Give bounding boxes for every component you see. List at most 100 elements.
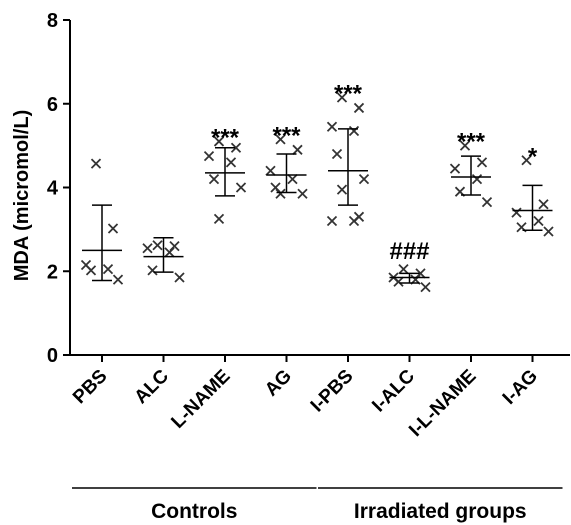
data-point-stroke bbox=[85, 265, 97, 276]
x-tick-label: I-ALC bbox=[368, 365, 419, 416]
y-tick-label: 6 bbox=[47, 94, 58, 116]
data-point-stroke bbox=[112, 274, 124, 285]
data-point bbox=[420, 282, 431, 293]
data-point bbox=[102, 264, 114, 275]
data-point-stroke bbox=[449, 163, 461, 174]
data-point-stroke bbox=[203, 150, 215, 162]
data-point-stroke bbox=[208, 173, 220, 185]
data-point bbox=[147, 265, 158, 276]
data-point bbox=[326, 215, 338, 227]
data-point bbox=[225, 157, 237, 168]
data-point bbox=[287, 173, 298, 185]
data-point-stroke bbox=[235, 182, 247, 193]
data-point-stroke bbox=[169, 240, 180, 252]
x-tick-label: PBS bbox=[69, 366, 111, 408]
data-point bbox=[152, 240, 163, 251]
data-point bbox=[297, 188, 308, 199]
data-point-stroke bbox=[164, 247, 175, 258]
data-point bbox=[538, 199, 549, 210]
data-point bbox=[398, 264, 409, 275]
y-tick-label: 4 bbox=[47, 178, 59, 200]
data-point bbox=[358, 173, 370, 185]
data-point-stroke bbox=[213, 213, 225, 225]
data-point-stroke bbox=[147, 265, 158, 276]
data-point-stroke bbox=[230, 142, 242, 153]
data-point-stroke bbox=[142, 243, 153, 254]
y-tick-label: 8 bbox=[47, 10, 58, 32]
data-point-stroke bbox=[270, 182, 281, 193]
data-point-stroke bbox=[511, 207, 522, 218]
significance-label: *** bbox=[457, 129, 486, 156]
data-point-stroke bbox=[533, 215, 544, 227]
data-point-stroke bbox=[353, 102, 365, 114]
data-point-stroke bbox=[107, 223, 119, 234]
data-point-stroke bbox=[348, 215, 360, 227]
data-point-stroke bbox=[152, 240, 163, 251]
data-point-stroke bbox=[336, 184, 348, 195]
data-point-stroke bbox=[225, 157, 237, 168]
y-axis-label: MDA (micromol/L) bbox=[11, 110, 33, 281]
x-tick-label: AG bbox=[261, 366, 296, 401]
data-point bbox=[142, 243, 153, 254]
data-point-stroke bbox=[476, 157, 488, 168]
data-point bbox=[326, 121, 338, 132]
data-point-stroke bbox=[265, 165, 276, 176]
data-point-stroke bbox=[543, 226, 554, 237]
data-point bbox=[336, 92, 348, 103]
chart-marks bbox=[80, 92, 554, 293]
significance-label: *** bbox=[211, 124, 240, 151]
data-point-stroke bbox=[275, 188, 286, 199]
data-point-stroke bbox=[213, 136, 225, 147]
data-point bbox=[353, 102, 365, 114]
data-point-stroke bbox=[454, 186, 466, 197]
data-point bbox=[203, 150, 215, 162]
data-point bbox=[481, 197, 493, 208]
data-point-stroke bbox=[481, 197, 493, 208]
data-point-stroke bbox=[358, 173, 370, 185]
data-point-stroke bbox=[326, 215, 338, 227]
data-point bbox=[107, 223, 119, 234]
data-point-stroke bbox=[521, 155, 532, 166]
data-point bbox=[265, 165, 276, 176]
data-point bbox=[235, 182, 247, 193]
data-point bbox=[85, 265, 97, 276]
data-point bbox=[521, 155, 532, 166]
x-tick-label: I-L-NAME bbox=[405, 366, 480, 441]
data-point-stroke bbox=[415, 268, 426, 279]
data-point bbox=[336, 184, 348, 195]
data-point-stroke bbox=[471, 173, 483, 185]
data-point-stroke bbox=[287, 173, 298, 185]
data-point-stroke bbox=[102, 264, 114, 275]
significance-label: *** bbox=[334, 80, 363, 107]
data-point bbox=[415, 268, 426, 279]
data-point-stroke bbox=[348, 125, 360, 137]
x-tick-label: I-AG bbox=[499, 366, 542, 409]
data-point-stroke bbox=[393, 276, 404, 287]
data-point bbox=[471, 173, 483, 185]
data-point-stroke bbox=[398, 264, 409, 275]
group-label: Irradiated groups bbox=[354, 500, 527, 523]
data-point bbox=[213, 136, 225, 147]
data-point bbox=[275, 134, 286, 145]
data-point bbox=[270, 182, 281, 193]
chart-axes bbox=[63, 19, 570, 489]
data-point-stroke bbox=[80, 259, 92, 271]
x-tick-label: I-PBS bbox=[307, 366, 358, 417]
data-point-stroke bbox=[336, 92, 348, 103]
data-point bbox=[275, 188, 286, 199]
data-point bbox=[292, 144, 303, 155]
data-point bbox=[208, 173, 220, 185]
data-point-stroke bbox=[292, 144, 303, 155]
data-point bbox=[449, 163, 461, 174]
data-point-stroke bbox=[331, 148, 343, 160]
data-point-stroke bbox=[90, 158, 102, 169]
data-point bbox=[169, 240, 180, 252]
data-point-stroke bbox=[459, 140, 471, 151]
data-point-stroke bbox=[420, 282, 431, 293]
significance-label: *** bbox=[272, 122, 301, 149]
data-point bbox=[543, 226, 554, 237]
significance-label: * bbox=[528, 143, 538, 170]
data-point bbox=[348, 215, 360, 227]
